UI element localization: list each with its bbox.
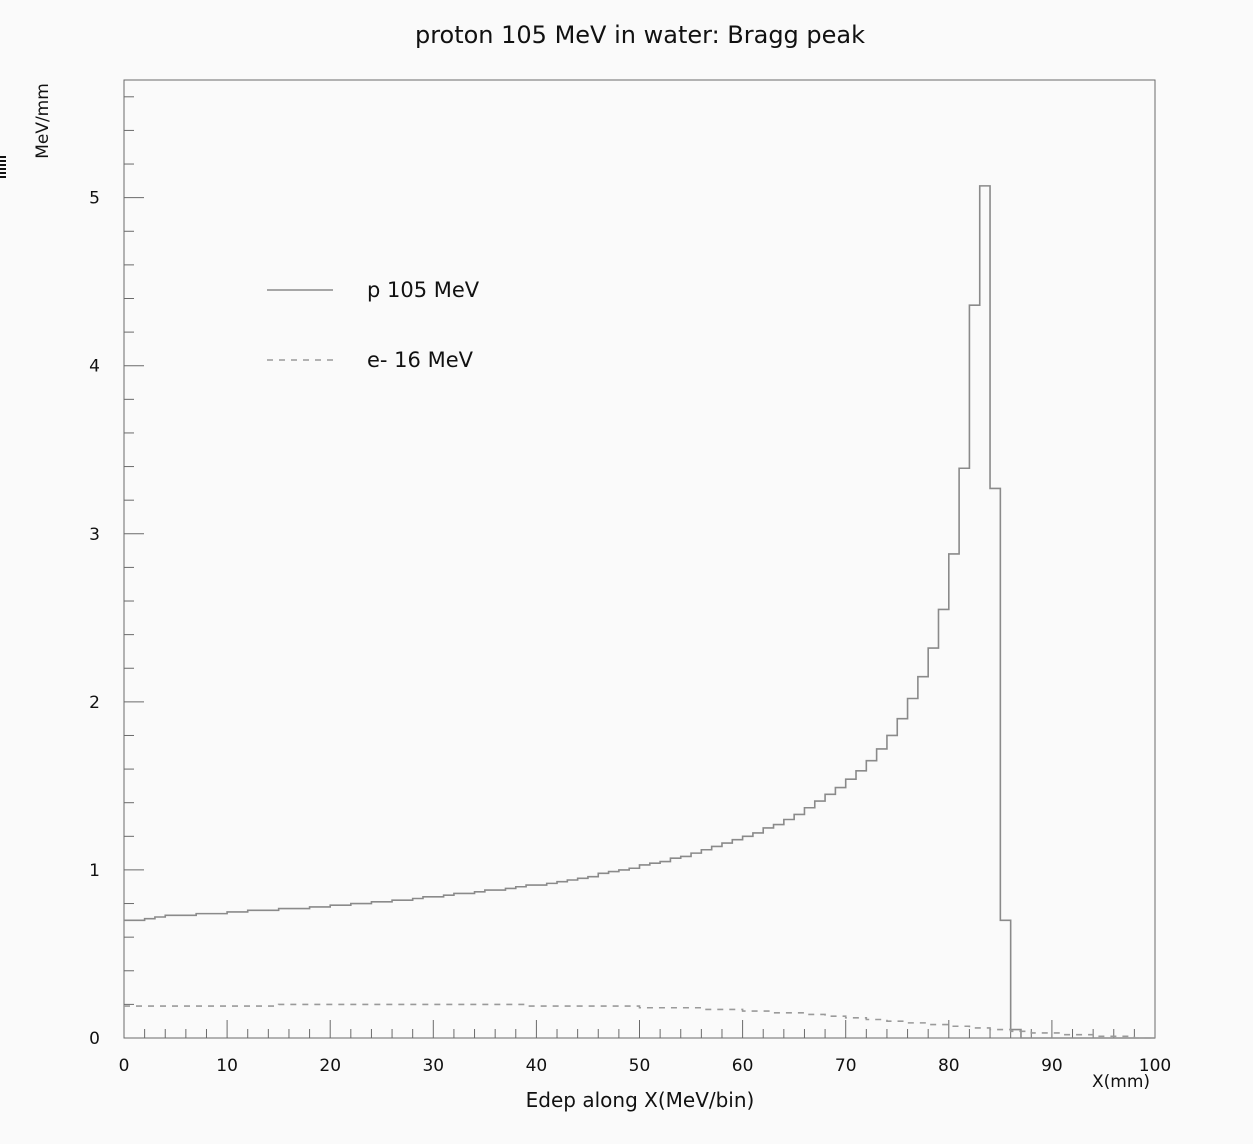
x-tick-label: 40 — [526, 1056, 548, 1076]
x-tick-label: 80 — [938, 1056, 960, 1076]
x-axis-label: Edep along X(MeV/bin) — [526, 1088, 755, 1112]
x-tick-label: 20 — [319, 1056, 341, 1076]
y-tick-label: 3 — [89, 525, 100, 545]
y-tick-label: 2 — [89, 693, 100, 713]
x-tick-label: 30 — [422, 1056, 444, 1076]
x-tick-label: 0 — [119, 1056, 130, 1076]
series-layer — [124, 185, 1155, 1039]
series-line-electron — [124, 1003, 1155, 1039]
y-tick-label: 4 — [89, 357, 100, 377]
axis-ticks: 0 10 20 30 40 50 60 70 80 90 100 0 1 2 3 4 5 — [89, 96, 1171, 1076]
plot-frame — [123, 79, 1156, 1039]
legend-label: e- 16 MeV — [367, 348, 474, 372]
x-tick-label: 90 — [1041, 1056, 1063, 1076]
x-tick-label: 100 — [1139, 1056, 1171, 1076]
x-tick-label: 70 — [835, 1056, 857, 1076]
y-tick-label: 1 — [89, 861, 100, 881]
y-axis-label: MeV/mm — [33, 83, 53, 159]
x-tick-label: 50 — [629, 1056, 651, 1076]
chart-title: proton 105 MeV in water: Bragg peak — [415, 21, 865, 49]
y-tick-label: 0 — [89, 1029, 100, 1049]
y-tick-label: 5 — [89, 189, 100, 209]
x-axis-unit-label: X(mm) — [1092, 1072, 1150, 1092]
left-edge-marker — [0, 156, 6, 178]
series-line-proton — [124, 185, 1155, 1039]
x-tick-label: 60 — [732, 1056, 754, 1076]
legend-label: p 105 MeV — [367, 278, 480, 302]
legend: p 105 MeV e- 16 MeV — [267, 278, 480, 372]
x-tick-label: 10 — [216, 1056, 238, 1076]
